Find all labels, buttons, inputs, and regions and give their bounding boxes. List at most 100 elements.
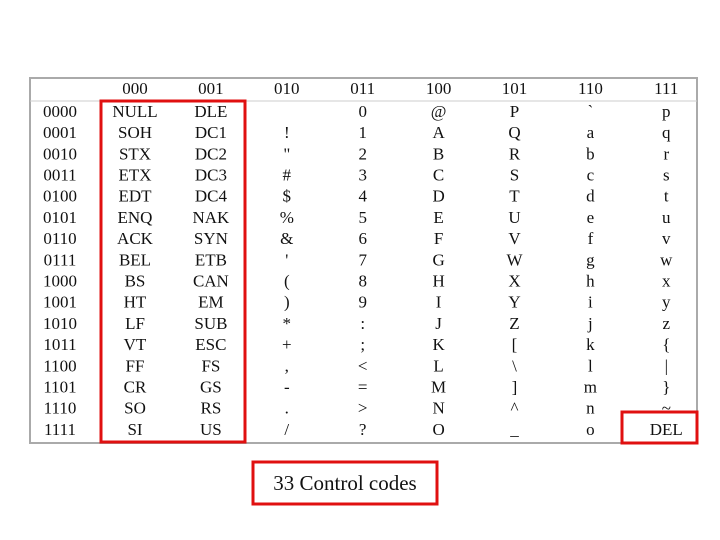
- cell: e: [587, 208, 595, 227]
- column-header: 100: [426, 79, 452, 98]
- cell: s: [663, 166, 670, 185]
- cell: &: [280, 229, 293, 248]
- cell: {: [662, 335, 670, 354]
- cell: DC1: [195, 123, 227, 142]
- cell: `: [588, 102, 594, 121]
- cell: E: [433, 208, 443, 227]
- cell: A: [432, 123, 445, 142]
- cell: ETX: [118, 166, 151, 185]
- column-header: 110: [578, 79, 603, 98]
- cell: R: [509, 144, 521, 163]
- row-label: 1010: [43, 314, 77, 333]
- cell: =: [358, 378, 368, 397]
- row-label: 1101: [43, 378, 76, 397]
- cell: CAN: [193, 272, 229, 291]
- cell: SI: [127, 420, 142, 439]
- cell: 2: [358, 144, 367, 163]
- cell: >: [358, 399, 368, 418]
- cell: STX: [119, 144, 151, 163]
- cell: <: [358, 356, 368, 375]
- cell: BS: [125, 272, 146, 291]
- cell: S: [510, 166, 519, 185]
- row-label: 1111: [44, 420, 76, 439]
- cell: n: [586, 399, 595, 418]
- cell: 0: [358, 102, 367, 121]
- cell: P: [510, 102, 519, 121]
- row-label: 0100: [43, 187, 77, 206]
- cell: LF: [125, 314, 145, 333]
- cell: F: [434, 229, 443, 248]
- cell: d: [586, 187, 595, 206]
- cell: ESC: [195, 335, 226, 354]
- row-label: 1000: [43, 272, 77, 291]
- cell: I: [436, 293, 442, 312]
- control-highlight: [99, 99, 247, 444]
- cell: L: [433, 356, 443, 375]
- cell: [: [512, 335, 518, 354]
- column-header: 101: [502, 79, 528, 98]
- cell: h: [586, 272, 595, 291]
- cell: v: [662, 229, 671, 248]
- cell: V: [508, 229, 521, 248]
- cell: DLE: [194, 102, 227, 121]
- cell: ]: [512, 378, 518, 397]
- cell: X: [508, 272, 520, 291]
- cell: DC3: [195, 166, 227, 185]
- cell: NAK: [192, 208, 230, 227]
- cell: DEL: [650, 420, 683, 439]
- cell: ~: [662, 399, 671, 418]
- cell: #: [283, 166, 292, 185]
- cell: w: [660, 250, 673, 269]
- table-border: [29, 77, 698, 444]
- cell: -: [284, 378, 290, 397]
- cell: 5: [358, 208, 367, 227]
- cell: DC2: [195, 144, 227, 163]
- column-header: 000: [122, 79, 148, 98]
- row-label: 1001: [43, 293, 77, 312]
- cell: p: [662, 102, 671, 121]
- cell: 6: [358, 229, 367, 248]
- cell: 1: [358, 123, 367, 142]
- cell: ACK: [117, 229, 154, 248]
- cell: EDT: [118, 187, 152, 206]
- cell: DC4: [195, 187, 228, 206]
- cell: r: [663, 144, 669, 163]
- cell: +: [282, 335, 292, 354]
- cell: CR: [124, 378, 147, 397]
- cell: VT: [124, 335, 147, 354]
- cell: J: [435, 314, 442, 333]
- row-label: 0000: [43, 102, 77, 121]
- cell: ;: [360, 335, 365, 354]
- row-label: 0101: [43, 208, 77, 227]
- cell: SUB: [194, 314, 227, 333]
- cell: G: [432, 250, 444, 269]
- cell: 8: [358, 272, 367, 291]
- cell: Z: [509, 314, 519, 333]
- cell: 7: [358, 250, 367, 269]
- cell: 9: [358, 293, 367, 312]
- cell: (: [284, 272, 290, 291]
- cell: ): [284, 293, 290, 312]
- cell: 3: [358, 166, 367, 185]
- cell: 4: [358, 187, 367, 206]
- cell: ETB: [195, 250, 227, 269]
- cell: H: [432, 272, 444, 291]
- cell: T: [509, 187, 520, 206]
- cell: U: [508, 208, 520, 227]
- row-label: 0011: [43, 166, 76, 185]
- cell: FS: [201, 356, 220, 375]
- annotation-box: [251, 460, 439, 506]
- cell: FF: [126, 356, 145, 375]
- row-label: 0001: [43, 123, 77, 142]
- column-header: 011: [350, 79, 375, 98]
- cell: SOH: [118, 123, 152, 142]
- cell: i: [588, 293, 593, 312]
- cell: k: [586, 335, 595, 354]
- cell: @: [431, 102, 447, 121]
- cell: BEL: [119, 250, 151, 269]
- row-label: 0111: [44, 250, 77, 269]
- cell: ': [285, 250, 288, 269]
- annotation: 33 Control codes: [273, 471, 416, 495]
- cell: O: [432, 420, 444, 439]
